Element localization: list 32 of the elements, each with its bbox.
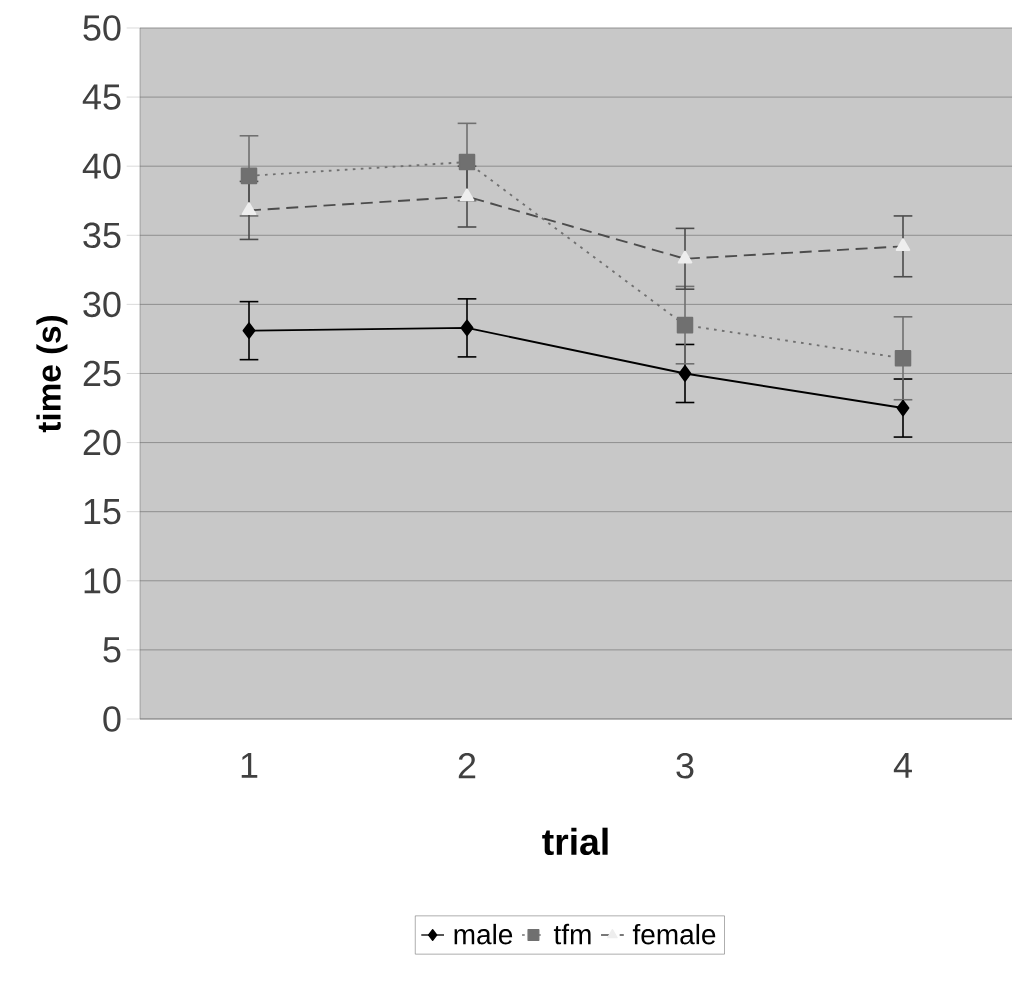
y-tick-label: 35 xyxy=(83,222,121,249)
point xyxy=(896,399,910,417)
point xyxy=(678,365,692,382)
y-tick-label: 5 xyxy=(103,637,121,663)
y-tick-label: 45 xyxy=(82,84,121,110)
y-tick-label: 20 xyxy=(83,429,121,456)
y-tick-label: 50 xyxy=(83,15,121,41)
x-tick-label: 1 xyxy=(241,753,258,778)
point xyxy=(676,316,694,334)
point xyxy=(894,350,912,367)
legend-label: female xyxy=(632,923,716,945)
y-tick-label: 0 xyxy=(103,706,121,732)
point xyxy=(677,250,693,264)
point xyxy=(242,322,256,339)
y-axis-title: time (s) xyxy=(36,315,68,433)
y-tick-label: 15 xyxy=(84,499,121,525)
y-tick-label: 10 xyxy=(84,568,121,594)
x-tick-label: 2 xyxy=(458,753,476,779)
point xyxy=(459,188,475,202)
point xyxy=(458,153,476,171)
point xyxy=(460,319,474,337)
x-tick-label: 4 xyxy=(893,753,912,778)
point xyxy=(895,238,911,251)
x-axis-title: trial xyxy=(542,827,608,856)
point xyxy=(240,167,258,185)
y-tick-label: 30 xyxy=(83,291,121,318)
legend-label: male xyxy=(454,923,513,945)
point xyxy=(241,202,257,216)
x-tick-label: 3 xyxy=(676,753,694,779)
y-tick-label: 40 xyxy=(82,153,121,179)
y-tick-label: 25 xyxy=(83,360,121,387)
legend-label: tfm xyxy=(553,923,591,945)
